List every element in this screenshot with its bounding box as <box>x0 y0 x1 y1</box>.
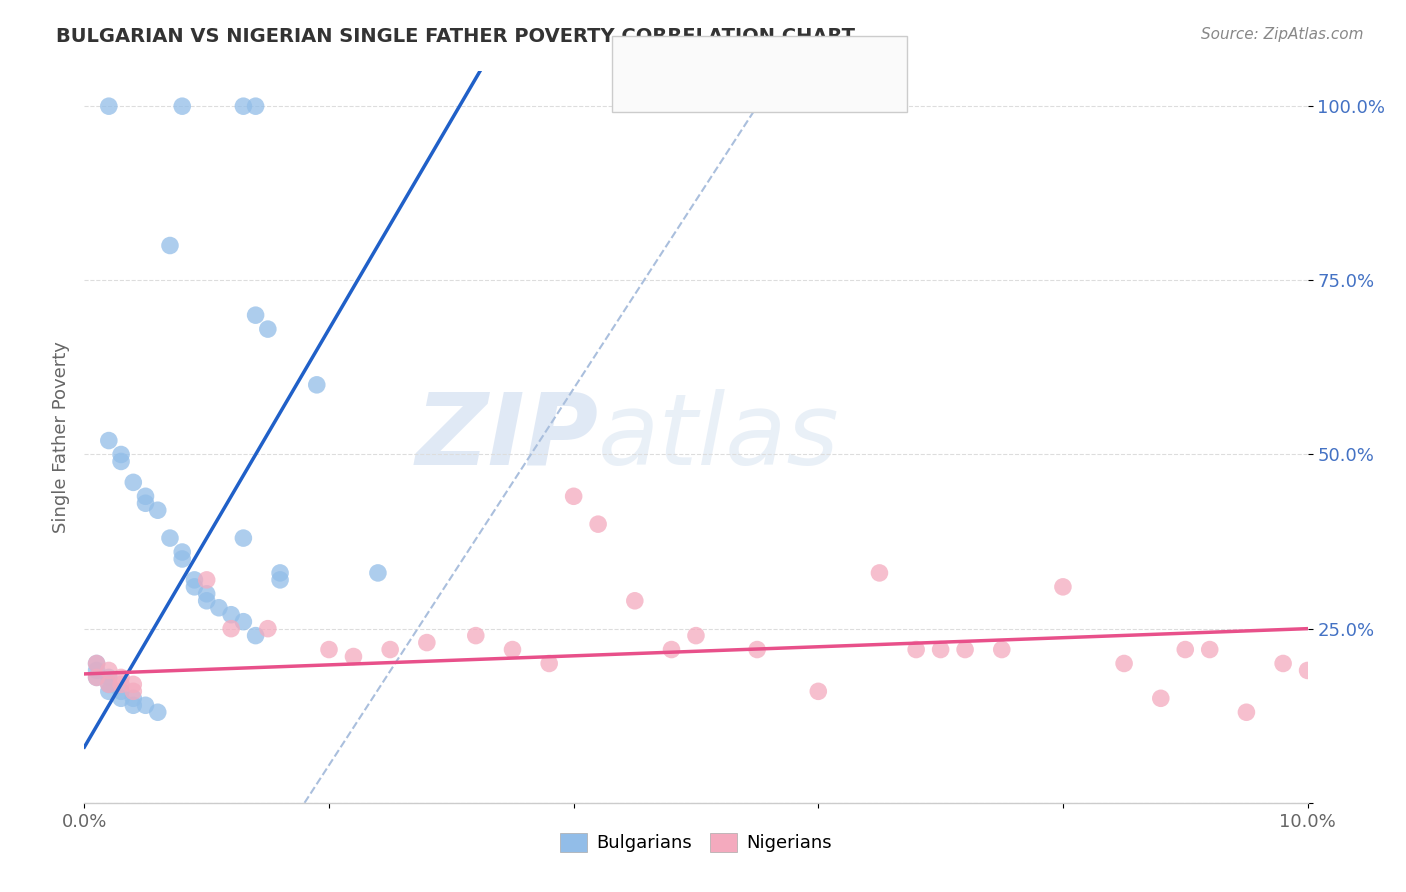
Point <box>232 531 254 545</box>
Point <box>122 684 145 698</box>
Point <box>183 573 205 587</box>
Point <box>269 573 291 587</box>
Point <box>97 684 120 698</box>
Point <box>110 670 132 684</box>
Point <box>97 664 120 678</box>
Point <box>538 657 561 671</box>
Point <box>232 99 254 113</box>
Point <box>245 99 267 113</box>
Point <box>464 629 486 643</box>
Point <box>1150 691 1173 706</box>
Point <box>122 691 145 706</box>
Text: R =  0.636   N = 42: R = 0.636 N = 42 <box>657 49 832 67</box>
Point <box>416 635 439 649</box>
Text: atlas: atlas <box>598 389 839 485</box>
Text: ZIP: ZIP <box>415 389 598 485</box>
Point <box>97 670 120 684</box>
Point <box>807 684 830 698</box>
Point <box>586 517 609 532</box>
Point <box>953 642 976 657</box>
Point <box>86 670 108 684</box>
Point <box>1114 657 1136 671</box>
Point <box>86 670 108 684</box>
Point <box>305 377 328 392</box>
Point <box>257 622 280 636</box>
Point <box>195 587 218 601</box>
Point <box>110 454 132 468</box>
Point <box>97 677 120 691</box>
Point <box>110 677 132 691</box>
Point <box>232 615 254 629</box>
Text: BULGARIAN VS NIGERIAN SINGLE FATHER POVERTY CORRELATION CHART: BULGARIAN VS NIGERIAN SINGLE FATHER POVE… <box>56 27 855 45</box>
Point <box>380 642 402 657</box>
Point <box>159 238 181 252</box>
Point <box>122 475 145 490</box>
Point <box>1052 580 1074 594</box>
Point <box>318 642 340 657</box>
Point <box>747 642 769 657</box>
Point <box>219 622 242 636</box>
Legend: Bulgarians, Nigerians: Bulgarians, Nigerians <box>553 826 839 860</box>
Point <box>991 642 1014 657</box>
Point <box>869 566 891 580</box>
Point <box>97 677 120 691</box>
Point <box>159 531 181 545</box>
Point <box>146 503 169 517</box>
Point <box>172 99 194 113</box>
Point <box>562 489 585 503</box>
Point <box>86 657 108 671</box>
Point <box>685 629 707 643</box>
Point <box>110 684 132 698</box>
Point <box>86 664 108 678</box>
Point <box>367 566 389 580</box>
Point <box>1198 642 1220 657</box>
Point <box>1272 657 1295 671</box>
Point <box>245 308 267 322</box>
Point <box>122 698 145 713</box>
Point <box>172 545 194 559</box>
Point <box>135 489 157 503</box>
Point <box>219 607 242 622</box>
Point <box>135 698 157 713</box>
Point <box>195 594 218 608</box>
Point <box>97 99 120 113</box>
Point <box>502 642 524 657</box>
Point <box>269 566 291 580</box>
Point <box>905 642 928 657</box>
Point <box>183 580 205 594</box>
Point <box>110 448 132 462</box>
Point <box>1236 705 1258 719</box>
Point <box>624 594 647 608</box>
Point <box>661 642 683 657</box>
Point <box>929 642 952 657</box>
Point <box>146 705 169 719</box>
Point <box>245 629 267 643</box>
Point <box>342 649 364 664</box>
Point <box>86 657 108 671</box>
Point <box>208 600 231 615</box>
Point <box>110 691 132 706</box>
Point <box>1296 664 1319 678</box>
Point <box>97 434 120 448</box>
Text: R =  0.132   N = 37: R = 0.132 N = 37 <box>657 81 832 99</box>
Point <box>1174 642 1197 657</box>
Point <box>257 322 280 336</box>
Y-axis label: Single Father Poverty: Single Father Poverty <box>52 341 70 533</box>
Text: Source: ZipAtlas.com: Source: ZipAtlas.com <box>1201 27 1364 42</box>
Point <box>122 677 145 691</box>
Point <box>172 552 194 566</box>
Point <box>195 573 218 587</box>
Point <box>135 496 157 510</box>
